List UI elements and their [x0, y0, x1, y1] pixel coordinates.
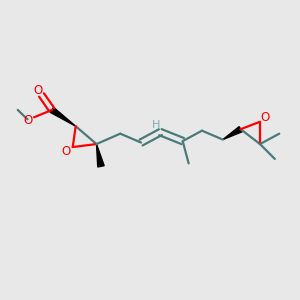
- Polygon shape: [223, 127, 242, 140]
- Text: O: O: [261, 111, 270, 124]
- Text: O: O: [61, 145, 71, 158]
- Text: O: O: [23, 114, 32, 127]
- Polygon shape: [50, 107, 76, 126]
- Polygon shape: [97, 144, 104, 167]
- Text: O: O: [33, 84, 42, 97]
- Text: H: H: [152, 120, 160, 130]
